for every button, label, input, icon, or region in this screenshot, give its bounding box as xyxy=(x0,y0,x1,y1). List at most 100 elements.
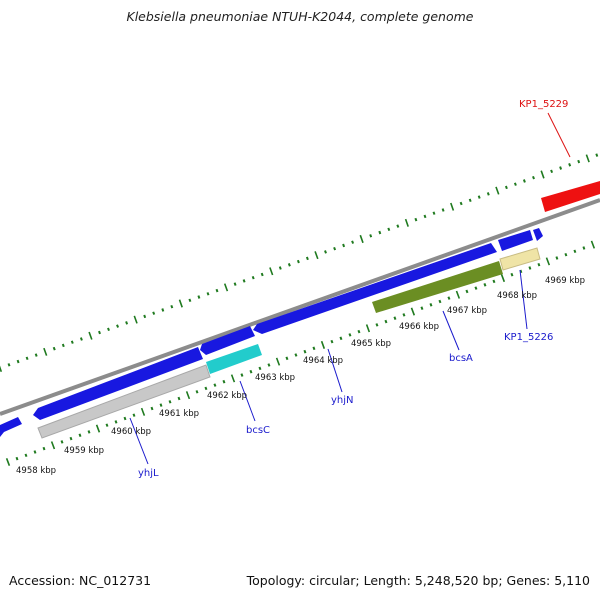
major-tick xyxy=(314,251,319,260)
major-tick xyxy=(359,234,364,244)
inner-tick-track xyxy=(5,240,596,466)
cds-feature-yhjL-region[interactable] xyxy=(33,347,203,420)
cds-feature-bcsC[interactable] xyxy=(200,326,255,355)
gene-label-bcsC[interactable]: bcsC xyxy=(246,425,270,436)
leader-bcsC xyxy=(239,380,256,422)
minor-tick xyxy=(258,366,262,371)
minor-tick xyxy=(438,299,442,304)
minor-tick xyxy=(396,224,400,228)
major-tick xyxy=(455,290,461,299)
minor-tick xyxy=(384,319,388,324)
feature-KP1_5229-red[interactable] xyxy=(541,181,600,212)
kbp-label: 4962 kbp xyxy=(207,391,247,401)
genome-backbone xyxy=(0,198,600,416)
minor-tick xyxy=(114,420,118,424)
minor-tick xyxy=(519,269,523,274)
minor-tick xyxy=(260,272,264,277)
minor-tick xyxy=(465,289,469,294)
genome-summary-text: Topology: circular; Length: 5,248,520 bp… xyxy=(246,573,590,588)
minor-tick xyxy=(132,413,136,417)
minor-tick xyxy=(15,456,19,461)
minor-tick xyxy=(24,453,28,458)
minor-tick xyxy=(504,185,508,190)
kbp-label: 4960 kbp xyxy=(111,427,151,437)
gene-label-yhjL[interactable]: yhjL xyxy=(138,468,159,479)
minor-tick xyxy=(197,295,201,299)
minor-tick xyxy=(294,353,298,357)
feature-reverse-grey[interactable] xyxy=(37,364,211,439)
minor-tick xyxy=(378,230,382,235)
minor-tick xyxy=(150,406,154,411)
minor-tick xyxy=(492,279,496,284)
kbp-label: 4959 kbp xyxy=(64,446,104,456)
minor-tick xyxy=(33,450,37,454)
major-tick xyxy=(545,257,551,266)
minor-tick xyxy=(60,440,64,444)
minor-tick xyxy=(357,329,361,334)
major-tick xyxy=(275,357,281,366)
minor-tick xyxy=(98,330,101,335)
minor-tick xyxy=(330,339,334,344)
minor-tick xyxy=(387,227,391,232)
cds-feature-left-edge[interactable] xyxy=(0,417,22,437)
minor-tick xyxy=(564,252,568,257)
minor-tick xyxy=(402,313,406,317)
minor-tick xyxy=(447,296,451,300)
major-tick xyxy=(133,315,138,324)
minor-tick xyxy=(550,169,554,174)
minor-tick xyxy=(161,308,165,312)
minor-tick xyxy=(339,336,343,341)
minor-tick xyxy=(568,163,572,167)
major-tick xyxy=(540,170,545,179)
minor-tick xyxy=(188,298,192,303)
minor-tick xyxy=(206,292,210,296)
minor-tick xyxy=(468,198,472,203)
major-tick xyxy=(410,307,416,316)
gene-label-KP1_5229[interactable]: KP1_5229 xyxy=(519,99,568,110)
minor-tick xyxy=(312,346,316,351)
minor-tick xyxy=(420,306,424,310)
minor-tick xyxy=(168,400,172,404)
kbp-label: 4958 kbp xyxy=(16,466,56,476)
minor-tick xyxy=(242,279,246,283)
minor-tick xyxy=(333,246,337,251)
minor-tick xyxy=(123,416,127,421)
minor-tick xyxy=(423,214,427,219)
minor-tick xyxy=(222,379,226,384)
gene-label-bcsA[interactable]: bcsA xyxy=(449,353,473,364)
minor-tick xyxy=(555,256,559,260)
major-tick xyxy=(95,424,101,433)
minor-tick xyxy=(342,243,346,248)
gene-label-yhjN[interactable]: yhjN xyxy=(331,395,354,406)
minor-tick xyxy=(559,166,563,170)
cds-feature-arrow[interactable] xyxy=(533,228,543,241)
feature-KP1_5226-yellow[interactable] xyxy=(499,247,541,271)
minor-tick xyxy=(305,256,309,261)
minor-tick xyxy=(573,249,577,254)
kbp-label: 4969 kbp xyxy=(545,276,585,286)
minor-tick xyxy=(287,263,291,267)
minor-tick xyxy=(7,363,11,367)
minor-tick xyxy=(240,373,244,377)
minor-tick xyxy=(393,316,397,320)
minor-tick xyxy=(474,286,478,290)
minor-tick xyxy=(296,259,300,264)
minor-tick xyxy=(251,275,255,280)
minor-tick xyxy=(429,303,433,307)
feature-bcsA-olive[interactable] xyxy=(372,261,503,313)
minor-tick xyxy=(532,175,535,180)
cds-feature-yhjN-bcsA[interactable] xyxy=(253,243,497,334)
minor-tick xyxy=(369,234,373,238)
gene-label-KP1_5226[interactable]: KP1_5226 xyxy=(504,332,553,343)
cds-feature-small[interactable] xyxy=(498,230,533,251)
minor-tick xyxy=(375,323,379,327)
minor-tick xyxy=(441,208,445,212)
leader-yhjN xyxy=(327,348,343,393)
minor-tick xyxy=(233,282,237,286)
kbp-label: 4966 kbp xyxy=(399,322,439,332)
feature-bcsC-cyan[interactable] xyxy=(206,344,262,374)
major-tick xyxy=(178,299,183,308)
minor-tick xyxy=(170,304,174,309)
minor-tick xyxy=(105,423,109,427)
